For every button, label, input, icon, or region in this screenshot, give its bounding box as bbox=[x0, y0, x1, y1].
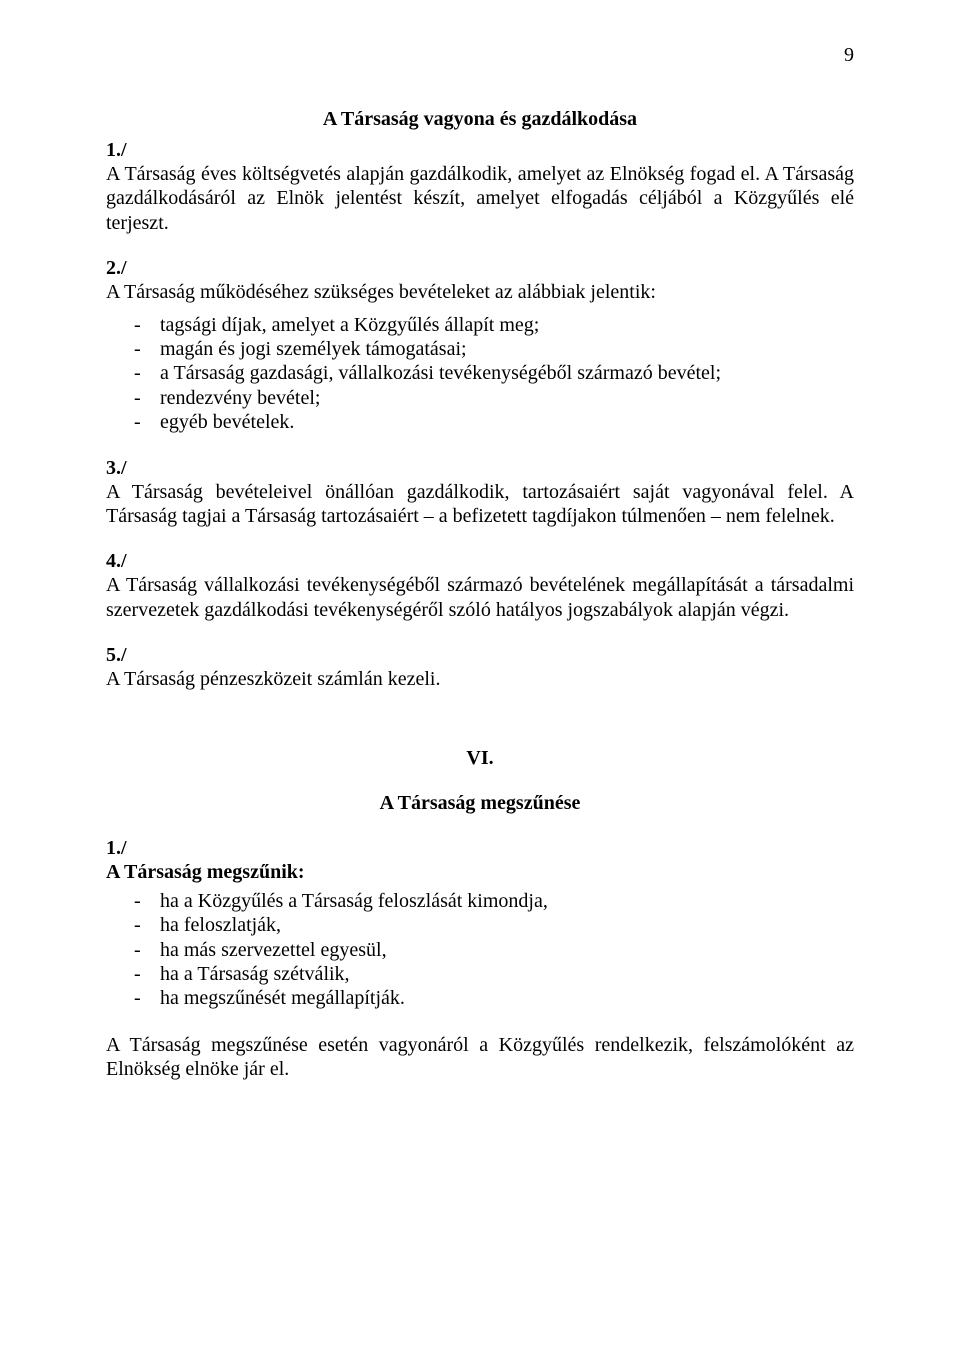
paragraph-1: A Társaság éves költségvetés alapján gaz… bbox=[106, 162, 854, 235]
list-item-text: ha feloszlatják, bbox=[160, 913, 854, 937]
section-number-4: 4./ bbox=[106, 550, 854, 573]
list-item: - ha megszűnését megállapítják. bbox=[106, 986, 854, 1010]
list-item-text: egyéb bevételek. bbox=[160, 410, 854, 434]
section-number-5: 5./ bbox=[106, 644, 854, 667]
section-number-1: 1./ bbox=[106, 139, 854, 162]
list-item-text: tagsági díjak, amelyet a Közgyűlés állap… bbox=[160, 313, 854, 337]
list-2: - tagsági díjak, amelyet a Közgyűlés áll… bbox=[106, 313, 854, 435]
dash-icon: - bbox=[134, 386, 160, 410]
dash-icon: - bbox=[134, 938, 160, 962]
list-item-text: ha a Társaság szétválik, bbox=[160, 962, 854, 986]
paragraph-4: A Társaság vállalkozási tevékenységéből … bbox=[106, 573, 854, 622]
paragraph-3: A Társaság bevételeivel önállóan gazdálk… bbox=[106, 480, 854, 529]
list-item-text: rendezvény bevétel; bbox=[160, 386, 854, 410]
page-number: 9 bbox=[844, 44, 854, 67]
section-number-vi-1: 1./ bbox=[106, 837, 854, 860]
dash-icon: - bbox=[134, 962, 160, 986]
list-item: - tagsági díjak, amelyet a Közgyűlés áll… bbox=[106, 313, 854, 337]
dash-icon: - bbox=[134, 889, 160, 913]
dash-icon: - bbox=[134, 410, 160, 434]
section-number-3: 3./ bbox=[106, 457, 854, 480]
dash-icon: - bbox=[134, 337, 160, 361]
dash-icon: - bbox=[134, 313, 160, 337]
list-item: - magán és jogi személyek támogatásai; bbox=[106, 337, 854, 361]
paragraph-vi-1-intro: A Társaság megszűnik: bbox=[106, 860, 854, 884]
closing-paragraph: A Társaság megszűnése esetén vagyonáról … bbox=[106, 1033, 854, 1082]
section-heading-vi: A Társaság megszűnése bbox=[106, 792, 854, 815]
list-item: - ha feloszlatják, bbox=[106, 913, 854, 937]
list-item: - egyéb bevételek. bbox=[106, 410, 854, 434]
paragraph-2-intro: A Társaság működéséhez szükséges bevétel… bbox=[106, 280, 854, 304]
dash-icon: - bbox=[134, 913, 160, 937]
section-number-2: 2./ bbox=[106, 257, 854, 280]
list-item-text: magán és jogi személyek támogatásai; bbox=[160, 337, 854, 361]
list-item-text: ha a Közgyűlés a Társaság feloszlását ki… bbox=[160, 889, 854, 913]
dash-icon: - bbox=[134, 361, 160, 385]
section-heading: A Társaság vagyona és gazdálkodása bbox=[106, 108, 854, 131]
list-item: - a Társaság gazdasági, vállalkozási tev… bbox=[106, 361, 854, 385]
list-item: - ha más szervezettel egyesül, bbox=[106, 938, 854, 962]
list-item: - ha a Közgyűlés a Társaság feloszlását … bbox=[106, 889, 854, 913]
dash-icon: - bbox=[134, 986, 160, 1010]
list-item-text: a Társaság gazdasági, vállalkozási tevék… bbox=[160, 361, 854, 385]
list-item-text: ha más szervezettel egyesül, bbox=[160, 938, 854, 962]
list-item: - ha a Társaság szétválik, bbox=[106, 962, 854, 986]
document-page: 9 A Társaság vagyona és gazdálkodása 1./… bbox=[0, 0, 960, 1365]
list-item: - rendezvény bevétel; bbox=[106, 386, 854, 410]
roman-numeral-heading: VI. bbox=[106, 747, 854, 770]
paragraph-5: A Társaság pénzeszközeit számlán kezeli. bbox=[106, 667, 854, 691]
list-item-text: ha megszűnését megállapítják. bbox=[160, 986, 854, 1010]
list-vi-1: - ha a Közgyűlés a Társaság feloszlását … bbox=[106, 889, 854, 1011]
